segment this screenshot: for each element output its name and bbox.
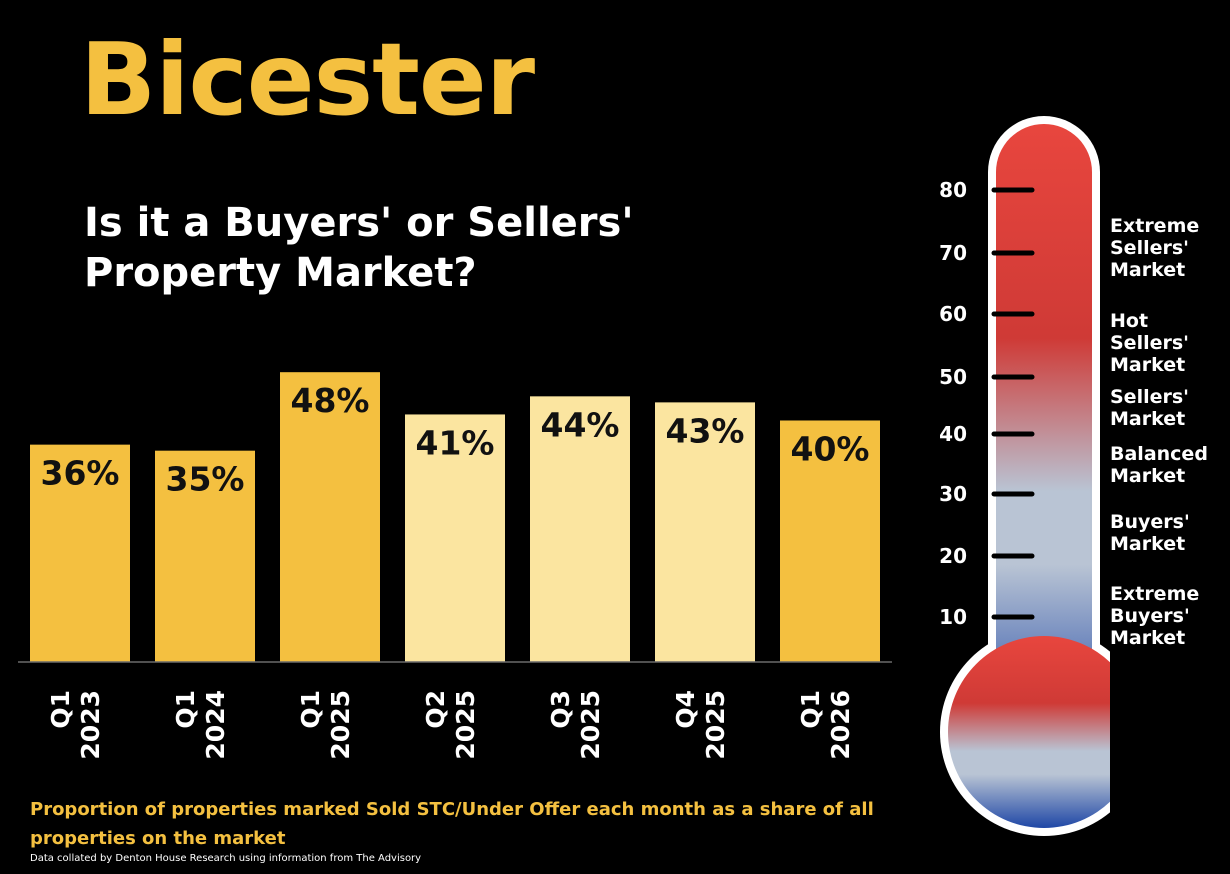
x-tick-quarter: Q2 (421, 690, 450, 729)
page-title: Bicester (80, 21, 535, 138)
scale-label: 50 (939, 365, 967, 389)
bar-value-label: 40% (791, 429, 870, 468)
bar (30, 444, 130, 662)
scale-label: 30 (939, 482, 967, 506)
x-tick-quarter: Q4 (671, 690, 700, 729)
bar (780, 420, 880, 662)
x-tick-year: 2025 (701, 690, 730, 760)
chart-caption: Proportion of properties marked Sold STC… (30, 799, 874, 849)
x-tick-quarter: Q1 (796, 690, 825, 729)
data-source-note: Data collated by Denton House Research u… (30, 853, 422, 864)
x-tick-year: 2025 (576, 690, 605, 760)
bar-value-label: 36% (41, 454, 120, 493)
bar (530, 396, 630, 662)
x-tick-year: 2025 (326, 690, 355, 760)
bar (280, 372, 380, 662)
zone-label: Buyers' Market (1110, 511, 1190, 555)
x-tick-year: 2025 (451, 690, 480, 760)
scale-label: 60 (939, 302, 967, 326)
zone-label: Extreme Buyers' Market (1110, 583, 1200, 649)
zone-label: Extreme Sellers' Market (1110, 215, 1200, 281)
bar-value-label: 44% (541, 405, 620, 444)
scale-label: 80 (939, 178, 967, 202)
page-subtitle: Is it a Buyers' or Sellers' Property Mar… (84, 200, 634, 296)
x-tick-year: 2023 (76, 690, 105, 760)
x-tick-year: 2024 (201, 690, 230, 760)
bar (655, 402, 755, 662)
scale-label: 20 (939, 544, 967, 568)
thermometer-bulb (948, 636, 1110, 828)
scale-label: 40 (939, 422, 967, 446)
bar-value-label: 43% (666, 411, 745, 450)
x-tick-quarter: Q1 (296, 690, 325, 729)
bar-value-label: 41% (416, 423, 495, 462)
zone-label: Sellers' Market (1110, 386, 1189, 430)
x-tick-quarter: Q1 (46, 690, 75, 729)
scale-label: 10 (939, 605, 967, 629)
zone-label: Hot Sellers' Market (1110, 310, 1189, 376)
scale-label: 70 (939, 241, 967, 265)
thermometer-tube (996, 124, 1092, 736)
x-tick-quarter: Q3 (546, 690, 575, 729)
x-tick-year: 2026 (826, 690, 855, 760)
bar-value-label: 48% (291, 381, 370, 420)
x-tick-quarter: Q1 (171, 690, 200, 729)
thermometer-graphic: 80 70 60 50 40 30 20 10 (939, 116, 1110, 836)
bar (155, 450, 255, 662)
bar (405, 414, 505, 662)
zone-label: Balanced Market (1110, 443, 1208, 487)
bar-value-label: 35% (166, 460, 245, 499)
